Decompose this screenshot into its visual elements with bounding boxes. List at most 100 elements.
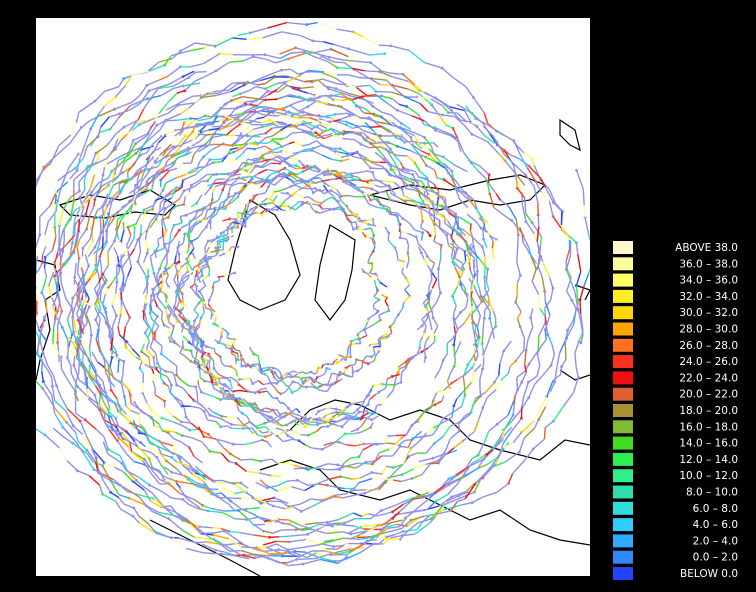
- track-segment: [348, 151, 357, 155]
- track-segment: [267, 69, 282, 76]
- track-segment: [41, 277, 48, 293]
- track-segment: [496, 482, 509, 493]
- track-segment: [180, 107, 190, 115]
- track-segment: [213, 160, 223, 164]
- track-segment: [198, 290, 203, 296]
- track-segment: [284, 154, 295, 160]
- track-segment: [472, 458, 481, 464]
- track-segment: [566, 291, 573, 301]
- track-segment: [588, 267, 590, 274]
- track-segment: [348, 209, 353, 214]
- track-segment: [389, 241, 396, 248]
- track-segment: [60, 242, 69, 251]
- track-segment: [376, 403, 382, 407]
- track-segment: [582, 189, 585, 206]
- track-segment: [55, 142, 71, 156]
- track-segment: [360, 97, 374, 104]
- track-segment: [337, 194, 343, 202]
- track-segment: [252, 363, 258, 366]
- track-segment: [327, 518, 340, 524]
- track-segment: [283, 159, 292, 166]
- track-segment: [178, 129, 185, 136]
- track-segment: [396, 252, 399, 261]
- track-segment: [225, 178, 232, 183]
- track-segment: [368, 343, 372, 347]
- track-segment: [395, 511, 413, 516]
- track-segment: [109, 356, 113, 367]
- track-segment: [371, 235, 375, 241]
- track-segment: [442, 425, 452, 438]
- track-segment: [362, 186, 373, 190]
- track-segment: [94, 298, 99, 305]
- track-segment: [299, 86, 315, 90]
- track-segment: [123, 503, 135, 509]
- track-segment: [465, 298, 469, 308]
- coastline: [58, 189, 176, 219]
- track-segment: [160, 346, 163, 354]
- track-segment: [521, 204, 526, 215]
- track-segment: [364, 404, 369, 408]
- track-segment: [192, 94, 202, 97]
- track-segment: [98, 232, 102, 245]
- track-segment: [139, 84, 148, 96]
- track-segment: [163, 466, 173, 473]
- track-segment: [193, 277, 196, 283]
- track-segment: [587, 233, 590, 242]
- track-segment: [228, 503, 235, 511]
- track-segment: [196, 218, 207, 223]
- track-segment: [165, 119, 178, 122]
- track-segment: [346, 124, 353, 129]
- track-segment: [176, 117, 191, 121]
- track-segment: [327, 463, 338, 466]
- track-segment: [239, 182, 248, 185]
- track-segment: [332, 414, 339, 421]
- track-segment: [316, 367, 320, 373]
- track-segment: [565, 255, 572, 269]
- track-segment: [262, 162, 272, 169]
- track-segment: [111, 171, 124, 182]
- track-segment: [261, 197, 268, 204]
- track-segment: [278, 187, 287, 192]
- track-segment: [399, 365, 407, 370]
- track-segment: [524, 364, 527, 373]
- track-segment: [229, 380, 233, 389]
- track-segment: [290, 533, 308, 537]
- track-segment: [69, 242, 74, 255]
- track-segment: [330, 407, 337, 410]
- track-point: [250, 177, 254, 181]
- track-segment: [236, 212, 239, 220]
- track-segment: [333, 130, 345, 136]
- track-segment: [126, 235, 132, 246]
- track-segment: [172, 420, 183, 427]
- track-segment: [56, 184, 63, 202]
- track-segment: [164, 286, 170, 294]
- track-segment: [43, 257, 46, 268]
- track-segment: [122, 221, 125, 231]
- track-segment: [265, 201, 273, 205]
- track-segment: [195, 363, 203, 366]
- track-segment: [475, 345, 479, 355]
- track-segment: [51, 386, 56, 401]
- track-segment: [247, 128, 254, 135]
- track-segment: [173, 279, 179, 288]
- track-segment: [442, 105, 449, 114]
- track-segment: [41, 246, 47, 256]
- track-segment: [314, 371, 318, 375]
- track-segment: [447, 482, 459, 496]
- track-segment: [350, 428, 358, 433]
- track-segment: [218, 120, 226, 129]
- track-segment: [320, 94, 332, 97]
- track-segment: [156, 275, 159, 283]
- track-segment: [311, 166, 317, 169]
- track-segment: [460, 217, 472, 225]
- track-segment: [542, 261, 551, 278]
- track-segment: [472, 246, 477, 256]
- track-segment: [421, 313, 428, 320]
- track-segment: [141, 170, 150, 183]
- track-segment: [347, 344, 351, 349]
- track-segment: [232, 221, 240, 225]
- track-segment: [173, 271, 179, 280]
- track-segment: [462, 367, 473, 377]
- coastline: [314, 224, 356, 321]
